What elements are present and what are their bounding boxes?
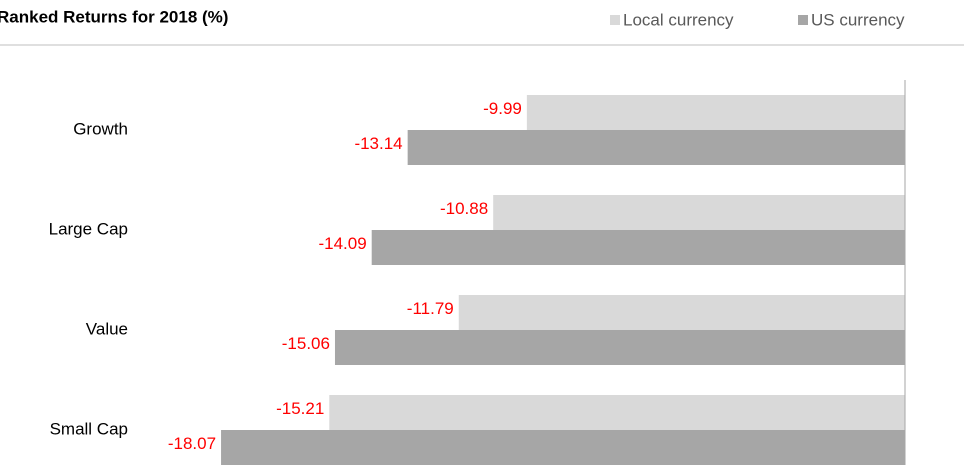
bar (329, 395, 905, 430)
legend-label: Local currency (623, 10, 734, 29)
bar (371, 230, 906, 265)
legend-swatch (610, 15, 620, 25)
category-label: Small Cap (50, 419, 128, 438)
bar (221, 430, 905, 465)
legend-label: US currency (811, 10, 905, 29)
data-label: -13.14 (354, 134, 402, 153)
data-label: -11.79 (407, 299, 454, 318)
bar (407, 130, 905, 165)
bar (526, 95, 905, 130)
data-label: -15.06 (282, 334, 330, 353)
bar (493, 195, 905, 230)
chart-title: Ranked Returns for 2018 (%) (0, 7, 228, 26)
category-label: Growth (73, 119, 128, 138)
legend-swatch (798, 15, 808, 25)
category-label: Value (86, 319, 128, 338)
data-label: -10.88 (440, 199, 488, 218)
bar (458, 295, 905, 330)
category-label: Large Cap (49, 219, 128, 238)
data-label: -15.21 (276, 399, 324, 418)
bar (334, 330, 905, 365)
data-label: -14.09 (318, 234, 366, 253)
data-label: -18.07 (168, 434, 216, 453)
data-label: -9.99 (483, 99, 522, 118)
